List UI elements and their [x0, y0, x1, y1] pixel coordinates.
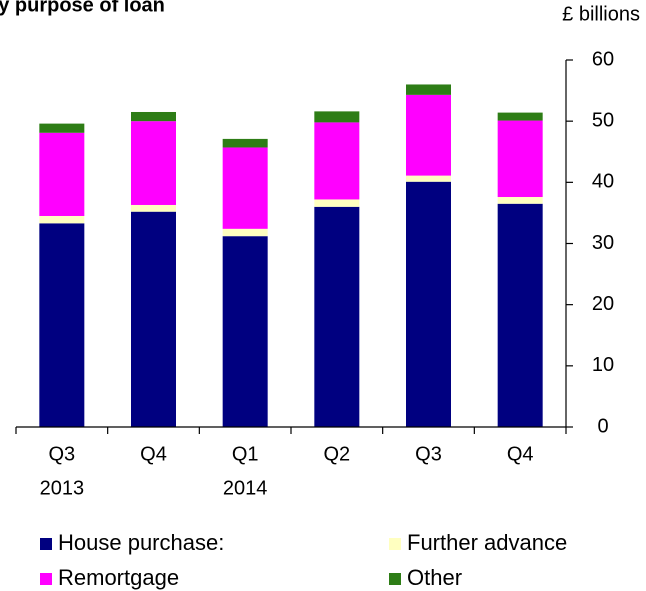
y-tick-label: 0 [597, 415, 608, 437]
x-tick-label: Q3 [415, 443, 442, 465]
y-tick-label: 30 [592, 232, 614, 254]
bar-segment [39, 215, 85, 224]
bar-segment [406, 84, 451, 95]
bar-segment [131, 204, 176, 212]
legend-item: Remortgage [40, 565, 179, 590]
bar-segment [497, 120, 543, 198]
bar-segment [497, 112, 543, 121]
legend-swatch [40, 573, 52, 585]
bar-segment [222, 138, 268, 148]
legend-item: House purchase: [40, 530, 224, 555]
bar-segment [131, 121, 176, 205]
bar-segment [406, 175, 451, 182]
legend-label: Other [407, 565, 462, 590]
bar-segment [222, 147, 268, 229]
chart-title: by purpose of loan [0, 0, 165, 17]
bar-segment [39, 223, 85, 427]
bar-segment [39, 123, 85, 133]
bar-segment [131, 111, 176, 122]
x-tick-label: 2013 [40, 477, 85, 499]
x-tick-label: Q3 [48, 443, 75, 465]
x-tick-label: Q1 [232, 443, 259, 465]
legend-item: Further advance [389, 530, 567, 555]
legend-swatch [40, 538, 52, 550]
legend-swatch [389, 573, 401, 585]
y-tick-label: 20 [592, 293, 614, 315]
legend-item: Other [389, 565, 462, 590]
bar-segment [222, 236, 268, 427]
bar-segment [314, 111, 360, 123]
axes-group: 0 10 20 30 40 50 60 Q3 2013 Q4 Q1 2014 Q2 Q3 Q4 [15, 48, 614, 499]
legend-label: Further advance [407, 530, 567, 555]
bar-segment [406, 181, 451, 427]
legend-swatch [389, 538, 401, 550]
bar-segment [314, 199, 360, 207]
x-tick-label: Q4 [507, 443, 534, 465]
bar-segment [497, 203, 543, 427]
bar-segment [39, 132, 85, 216]
y-tick-label: 10 [592, 354, 614, 376]
x-tick-label: Q4 [140, 443, 167, 465]
bars-group [39, 84, 543, 427]
bar-segment [314, 122, 360, 200]
y-tick-label: 60 [592, 48, 614, 70]
legend-label: Remortgage [58, 565, 179, 590]
bar-segment [314, 206, 360, 427]
y-axis-unit-label: £ billions [562, 3, 640, 25]
y-tick-label: 50 [592, 109, 614, 131]
bar-segment [497, 197, 543, 204]
x-tick-label: 2014 [223, 477, 268, 499]
bar-segment [222, 228, 268, 237]
bar-segment [406, 94, 451, 176]
x-tick-label: Q2 [323, 443, 350, 465]
y-tick-label: 40 [592, 171, 614, 193]
legend-label: House purchase: [58, 530, 224, 555]
bar-segment [131, 211, 176, 427]
legend: House purchase: Further advance Remortgage… [40, 530, 567, 590]
